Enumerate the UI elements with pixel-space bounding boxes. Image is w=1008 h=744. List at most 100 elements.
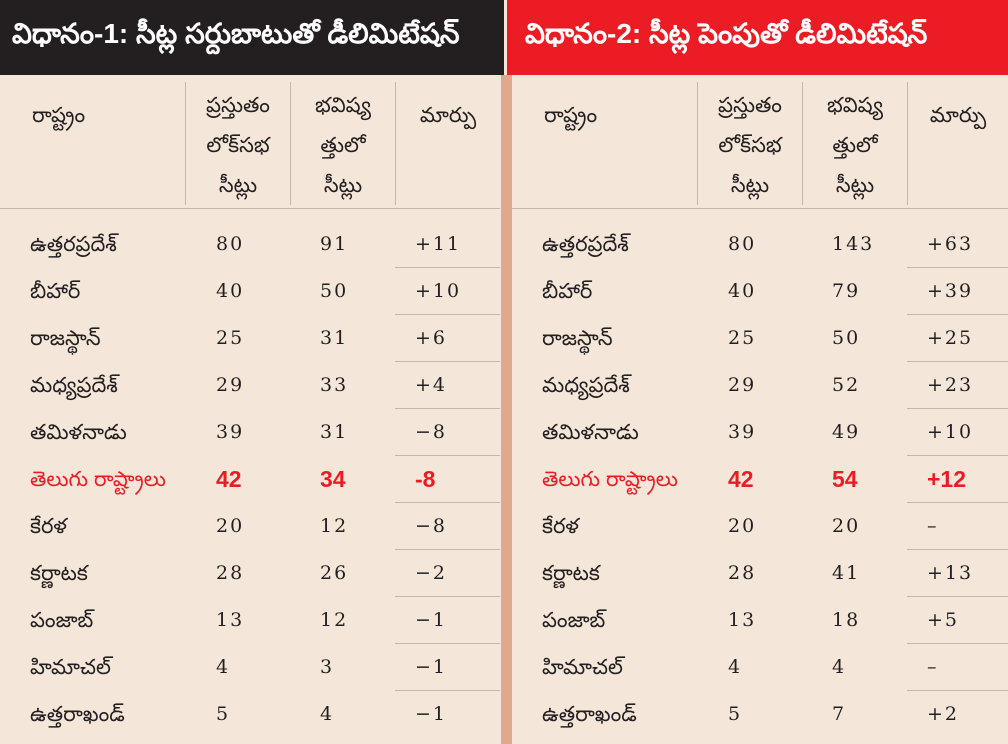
panel-divider xyxy=(501,75,512,744)
table-row: తమిళనాడు 39 49 +10 xyxy=(512,409,1008,456)
future-seats-cell: 18 xyxy=(832,609,861,631)
state-name-cell: ఉత్తరప్రదేశ్ xyxy=(542,233,629,256)
current-seats-cell: 42 xyxy=(216,466,242,492)
state-name-cell: బీహార్ xyxy=(542,280,593,303)
future-seats-cell: 26 xyxy=(320,562,349,584)
state-name-cell: తెలుగు రాష్ట్రాలు xyxy=(30,468,166,491)
table-row: తమిళనాడు 39 31 −8 xyxy=(0,409,500,456)
current-seats-cell: 25 xyxy=(216,327,245,349)
column-header-line: త్తులో xyxy=(320,134,366,157)
future-seats-cell: 31 xyxy=(320,421,349,443)
column-header-line: భవిష్య xyxy=(315,94,371,117)
seat-change-cell: +63 xyxy=(907,221,1008,268)
current-seats-cell: 28 xyxy=(216,562,245,584)
future-seats-cell: 4 xyxy=(320,703,335,725)
state-name-cell: మధ్యప్రదేశ్ xyxy=(542,374,630,397)
seat-change-cell: +13 xyxy=(907,550,1008,597)
future-seats-cell: 34 xyxy=(320,466,346,492)
column-header-change: మార్పు xyxy=(395,82,500,205)
current-seats-cell: 28 xyxy=(728,562,757,584)
column-header-state: రాష్ట్రం xyxy=(512,82,697,205)
column-header-line: సీట్లు xyxy=(218,174,258,197)
state-name-cell: ఉత్తరప్రదేశ్ xyxy=(30,233,117,256)
state-name-cell: కర్ణాటక xyxy=(542,562,600,585)
table-row: రాజస్థాన్ 25 31 +6 xyxy=(0,315,500,362)
future-seats-cell: 49 xyxy=(832,421,861,443)
seat-change-cell: −1 xyxy=(395,597,500,644)
state-name-cell: రాజస్థాన్ xyxy=(542,327,613,350)
column-header-current-seats: ప్రస్తుతం లోక్‌సభ సీట్లు xyxy=(697,82,802,205)
state-name-cell: తెలుగు రాష్ట్రాలు xyxy=(542,468,678,491)
future-seats-cell: 7 xyxy=(832,703,847,725)
future-seats-cell: 31 xyxy=(320,327,349,349)
current-seats-cell: 40 xyxy=(216,280,245,302)
column-header-line: సీట్లు xyxy=(323,174,363,197)
state-name-cell: హిమాచల్ xyxy=(30,656,111,679)
table-row: పంజాబ్ 13 12 −1 xyxy=(0,597,500,644)
current-seats-cell: 80 xyxy=(728,233,757,255)
future-seats-cell: 143 xyxy=(832,233,875,255)
table-body: ఉత్తరప్రదేశ్ 80 91 +11 బీహార్ 40 50 +10 రాజస్థాన… xyxy=(0,221,500,738)
table-row-highlighted: తెలుగు రాష్ట్రాలు 42 34 -8 xyxy=(0,456,500,503)
seat-change-cell: +4 xyxy=(395,362,500,409)
state-name-cell: పంజాబ్ xyxy=(542,609,606,632)
seat-change-cell: +23 xyxy=(907,362,1008,409)
seat-change-cell: −1 xyxy=(395,644,500,691)
state-name-cell: హిమాచల్ xyxy=(542,656,623,679)
table-row: ఉత్తరాఖండ్ 5 4 −1 xyxy=(0,691,500,738)
table-row: కర్ణాటక 28 41 +13 xyxy=(512,550,1008,597)
state-name-cell: పంజాబ్ xyxy=(30,609,94,632)
column-header-line: సీట్లు xyxy=(835,174,875,197)
future-seats-cell: 4 xyxy=(832,656,847,678)
seat-change-cell: −2 xyxy=(395,550,500,597)
method-1-header-bar: విధానం-1: సీట్ల సర్దుబాటుతో డీలిమిటేషన్ xyxy=(0,0,504,75)
seat-change-cell: +5 xyxy=(907,597,1008,644)
future-seats-cell: 52 xyxy=(832,374,861,396)
table-row: ఉత్తరప్రదేశ్ 80 91 +11 xyxy=(0,221,500,268)
state-name-cell: కేరళ xyxy=(30,515,67,538)
table-row: మధ్యప్రదేశ్ 29 52 +23 xyxy=(512,362,1008,409)
state-name-cell: మధ్యప్రదేశ్ xyxy=(30,374,118,397)
current-seats-cell: 39 xyxy=(216,421,245,443)
future-seats-cell: 12 xyxy=(320,515,349,537)
current-seats-cell: 42 xyxy=(728,466,754,492)
state-name-cell: ఉత్తరాఖండ్ xyxy=(542,703,637,726)
method-1-table: రాష్ట్రం ప్రస్తుతం లోక్‌సభ సీట్లు భవిష్య… xyxy=(0,75,500,744)
current-seats-cell: 39 xyxy=(728,421,757,443)
table-row: హిమాచల్ 4 3 −1 xyxy=(0,644,500,691)
column-header-line: ప్రస్తుతం xyxy=(206,94,270,117)
table-row: ఉత్తరప్రదేశ్ 80 143 +63 xyxy=(512,221,1008,268)
current-seats-cell: 13 xyxy=(216,609,245,631)
seat-change-cell: +11 xyxy=(395,221,500,268)
future-seats-cell: 79 xyxy=(832,280,861,302)
table-header-row: రాష్ట్రం ప్రస్తుతం లోక్‌సభ సీట్లు భవిష్య… xyxy=(512,75,1008,209)
seat-change-cell: +2 xyxy=(927,703,960,725)
column-header-state: రాష్ట్రం xyxy=(0,82,185,205)
current-seats-cell: 40 xyxy=(728,280,757,302)
state-name-cell: ఉత్తరాఖండ్ xyxy=(30,703,125,726)
future-seats-cell: 50 xyxy=(832,327,861,349)
future-seats-cell: 12 xyxy=(320,609,349,631)
column-header-line: ప్రస్తుతం xyxy=(718,94,782,117)
future-seats-cell: 33 xyxy=(320,374,349,396)
column-header-change: మార్పు xyxy=(907,82,1008,205)
state-name-cell: తమిళనాడు xyxy=(30,421,127,444)
table-body: ఉత్తరప్రదేశ్ 80 143 +63 బీహార్ 40 79 +39 రాజస్థా… xyxy=(512,221,1008,738)
table-row: కేరళ 20 12 −8 xyxy=(0,503,500,550)
seat-change-cell: +25 xyxy=(907,315,1008,362)
column-header-line: రాష్ట్రం xyxy=(32,104,86,127)
column-header-line: మార్పు xyxy=(929,104,987,127)
state-name-cell: కేరళ xyxy=(542,515,579,538)
seat-change-cell: -8 xyxy=(395,456,500,503)
column-header-line: సీట్లు xyxy=(730,174,770,197)
current-seats-cell: 4 xyxy=(216,656,231,678)
column-header-line: రాష్ట్రం xyxy=(544,104,598,127)
table-header-row: రాష్ట్రం ప్రస్తుతం లోక్‌సభ సీట్లు భవిష్య… xyxy=(0,75,500,209)
state-name-cell: బీహార్ xyxy=(30,280,81,303)
table-row-highlighted: తెలుగు రాష్ట్రాలు 42 54 +12 xyxy=(512,456,1008,503)
seat-change-cell: −1 xyxy=(415,703,448,725)
table-row: కేరళ 20 20 – xyxy=(512,503,1008,550)
current-seats-cell: 29 xyxy=(216,374,245,396)
column-header-line: లోక్‌సభ xyxy=(206,134,270,157)
